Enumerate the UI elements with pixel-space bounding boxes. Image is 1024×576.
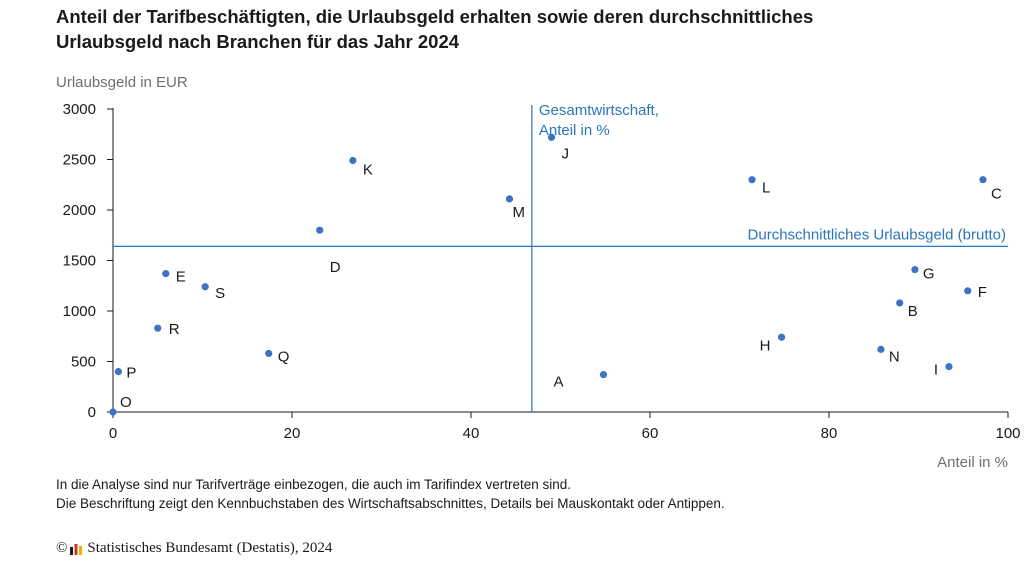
destatis-logo-icon (70, 543, 83, 555)
x-axis-title: Anteil in % (937, 454, 1008, 470)
data-point-label-h: H (760, 337, 771, 354)
scatter-chart: Urlaubsgeld in EUR Anteil in % 050010001… (56, 74, 1021, 470)
data-point-i (945, 362, 953, 371)
data-point-q (265, 349, 273, 358)
data-point-label-n: N (889, 348, 900, 365)
data-point-e (162, 270, 170, 278)
note-line-1: In die Analyse sind nur Tarifverträge ei… (56, 477, 572, 492)
source-text: Statistisches Bundesamt (Destatis), 2024 (87, 540, 333, 556)
chart-title-line1: Anteil der Tarifbeschäftigten, die Urlau… (56, 6, 814, 27)
data-point-label-c: C (991, 186, 1002, 203)
data-point-n (877, 345, 885, 353)
data-point-label-a: A (553, 374, 563, 391)
data-point-b (896, 299, 904, 307)
data-point-label-d: D (330, 259, 341, 276)
data-point-f (964, 287, 972, 295)
data-point-label-j: J (562, 145, 570, 162)
data-point-j (547, 133, 556, 141)
y-tick-label: 1000 (63, 303, 96, 320)
data-point-label-l: L (762, 180, 770, 197)
data-point-c (979, 176, 987, 184)
data-point-label-q: Q (278, 348, 290, 365)
data-point-s (201, 283, 209, 291)
y-tick-label: 2500 (63, 152, 96, 169)
data-point-label-m: M (512, 204, 525, 221)
x-tick-label: 40 (463, 425, 480, 442)
chart-title: Anteil der Tarifbeschäftigten, die Urlau… (56, 4, 956, 54)
note-line-2: Die Beschriftung zeigt den Kennbuchstabe… (56, 495, 725, 511)
y-tick-label: 0 (88, 404, 96, 421)
data-point-d (316, 226, 324, 234)
reference-lines: Gesamtwirtschaft, Anteil in % Durchschnitt… (113, 102, 1008, 412)
y-tick-label: 500 (71, 354, 96, 371)
y-axis-title: Urlaubsgeld in EUR (56, 74, 188, 91)
data-point-label-b: B (908, 303, 918, 320)
data-point-r (154, 324, 162, 332)
vertical-reference-label-line1: Gesamtwirtschaft, (539, 102, 659, 119)
data-point-label-f: F (978, 284, 987, 301)
x-tick-label: 60 (642, 425, 659, 442)
data-point-a (599, 371, 608, 379)
chart-title-line2: Urlaubsgeld nach Branchen für das Jahr 2… (56, 31, 460, 52)
chart-notes: In die Analyse sind nur Tarifverträge ei… (56, 476, 725, 513)
data-point-label-s: S (215, 285, 225, 302)
data-points: A B C D E F G H I J K L M N OP Q R S (109, 133, 1002, 416)
data-point-g (911, 265, 919, 274)
x-tick-label: 80 (821, 425, 838, 442)
data-point-label-o: O (120, 394, 132, 411)
data-point-label-k: K (363, 162, 373, 179)
y-tick-label: 3000 (63, 101, 96, 118)
data-point-o (109, 408, 117, 416)
x-tick-label: 20 (284, 425, 301, 442)
data-point-label-i: I (934, 362, 938, 379)
vertical-reference-label-line2: Anteil in % (539, 122, 610, 139)
x-tick-label: 100 (995, 425, 1020, 442)
x-tick-label: 0 (109, 425, 117, 442)
data-point-label-p: P (126, 365, 136, 382)
data-point-h (777, 333, 786, 341)
source-credit: © Statistisches Bundesamt (Destatis), 20… (56, 540, 332, 557)
data-point-m (505, 195, 514, 203)
data-point-k (349, 156, 357, 165)
data-point-p (114, 368, 122, 376)
y-tick-label: 1500 (63, 253, 96, 270)
copyright-symbol: © (56, 540, 68, 556)
horizontal-reference-label: Durchschnittliches Urlaubsgeld (brutto) (748, 226, 1006, 243)
data-point-label-e: E (176, 269, 186, 286)
data-point-label-g: G (923, 266, 935, 283)
data-point-l (748, 176, 756, 184)
axes: 0 500 1000 1500 2000 2500 3000 0 20 40 60 80 100 (63, 101, 1021, 442)
data-point-label-r: R (169, 321, 180, 338)
y-tick-label: 2000 (63, 202, 96, 219)
